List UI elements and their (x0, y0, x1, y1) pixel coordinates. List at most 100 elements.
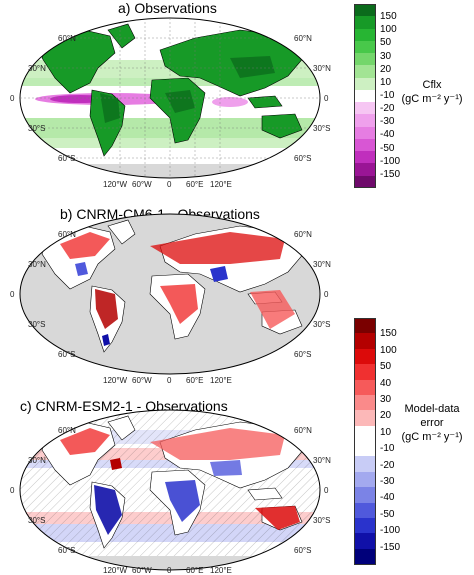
lon-label-b-120e: 120°E (210, 376, 232, 385)
panel-a-title: a) Observations (118, 0, 217, 16)
colorbar-tick-label: 150 (380, 11, 397, 23)
colorbar-swatch (354, 441, 376, 457)
colorbar-tick-label: -10 (380, 443, 395, 455)
lat-label-b-0-l: 0 (10, 290, 15, 299)
lon-label-a-60w: 60°W (132, 180, 152, 189)
colorbar-tick-label: 30 (380, 50, 392, 62)
colorbar-swatch (354, 348, 376, 365)
lon-label-a-120e: 120°E (210, 180, 232, 189)
colorbar-tick-label: 10 (380, 76, 392, 88)
lat-label-c-60n-r: 60°N (294, 426, 312, 435)
map-panel-c: 60°N 30°N 0 30°S 60°S 60°N 30°N 0 30°S 6… (10, 409, 331, 575)
colorbar-swatch (354, 379, 376, 396)
colorbar-swatch (354, 28, 376, 42)
colorbar-observations-title-line2: (gC m⁻² y⁻¹) (401, 93, 463, 105)
lat-label-a-60s: 60°S (58, 154, 75, 163)
lon-label-c-60e: 60°E (186, 566, 203, 575)
colorbar-tick-label: -50 (380, 508, 395, 520)
lat-label-a-30s-r: 30°S (313, 124, 330, 133)
lat-label-a-60s-r: 60°S (294, 154, 311, 163)
colorbar-tick-label: -150 (380, 168, 401, 180)
colorbar-swatch (354, 102, 376, 115)
lon-label-a-120w: 120°W (103, 180, 128, 189)
colorbar-swatch (354, 53, 376, 66)
colorbar-tick-label: 10 (380, 426, 392, 438)
map-panel-b: 60°N 30°N 0 30°S 60°S 60°N 30°N 0 30°S 6… (10, 213, 331, 385)
colorbar-tick-label: 30 (380, 394, 392, 405)
lat-label-c-30s: 30°S (28, 516, 45, 525)
lat-label-b-30n-l: 30°N (28, 260, 46, 269)
colorbar-tick-label: -150 (380, 541, 401, 553)
colorbar-swatch (354, 456, 376, 473)
lat-label-b-30s-l: 30°S (28, 320, 45, 329)
map-panel-a: 60°N 30°N 0 30°S 60°S 60°N 30°N 0 30°S 6… (10, 17, 331, 189)
colorbar-swatch (354, 163, 376, 177)
lon-label-b-0: 0 (167, 376, 172, 385)
colorbar-tick-label: -30 (380, 116, 395, 128)
colorbar-observations-title-line1: Cflx (422, 79, 442, 91)
lat-label-c-0: 0 (10, 486, 15, 495)
colorbar-tick-label: -30 (380, 476, 395, 487)
lon-label-c-60w: 60°W (132, 566, 152, 575)
colorbar-swatch (354, 4, 376, 17)
lat-label-b-60n-l: 60°N (58, 230, 76, 239)
colorbar-tick-label: 100 (380, 344, 397, 356)
lat-label-a-30n-r: 30°N (313, 64, 331, 73)
colorbar-model-data-error: 150 100 50 40 30 20 10 -10 -20 -30 -40 -50 -100 -150 (354, 318, 444, 565)
colorbar-tick-label: -100 (380, 155, 401, 167)
colorbar-error-title-line3: (gC m⁻² y⁻¹) (401, 431, 463, 443)
lat-label-a-60n: 60°N (58, 34, 76, 43)
colorbar-swatch (354, 487, 376, 503)
colorbar-tick-label: 150 (380, 328, 397, 340)
colorbar-swatch (354, 40, 376, 54)
colorbar-swatch (354, 16, 376, 30)
lon-label-c-120e: 120°E (210, 566, 232, 575)
colorbar-swatch (354, 333, 376, 350)
colorbar-tick-label: 40 (380, 377, 392, 389)
lat-label-c-60s-r: 60°S (294, 546, 311, 555)
lat-label-b-0: 0 (324, 290, 329, 299)
colorbar-tick-label: 100 (380, 24, 397, 36)
colorbar-tick-label: -20 (380, 459, 395, 471)
lat-label-b-60s-l: 60°S (58, 350, 75, 359)
colorbar-swatch (354, 425, 376, 442)
colorbar-tick-label: -20 (380, 103, 395, 115)
colorbar-tick-label: 50 (380, 361, 392, 373)
lat-label-a-0-r: 0 (324, 94, 329, 103)
lat-label-b-60s: 60°S (294, 350, 311, 359)
lat-label-c-0-r: 0 (324, 486, 329, 495)
lat-label-c-30n: 30°N (28, 456, 46, 465)
colorbar-observations: 150 100 50 30 20 10 -10 -20 -30 -40 -50 -100 -150 (354, 4, 444, 189)
colorbar-swatch (354, 65, 376, 79)
lat-label-c-60s: 60°S (58, 546, 75, 555)
colorbar-swatch (354, 89, 376, 103)
colorbar-swatch (354, 471, 376, 488)
colorbar-tick-label: 50 (380, 37, 392, 49)
colorbar-swatch (354, 114, 376, 128)
colorbar-tick-label: -50 (380, 142, 395, 154)
colorbar-swatch (354, 502, 376, 519)
lat-label-b-60n: 60°N (294, 230, 312, 239)
lon-label-a-60e: 60°E (186, 180, 203, 189)
colorbar-observations-title: Cflx (gC m⁻² y⁻¹) (392, 78, 472, 106)
lon-label-c-0: 0 (167, 566, 172, 575)
colorbar-swatch (354, 517, 376, 534)
colorbar-tick-label: 20 (380, 63, 392, 75)
lat-label-c-30s-r: 30°S (313, 516, 330, 525)
colorbar-swatch (354, 151, 376, 164)
colorbar-swatch (354, 410, 376, 427)
colorbar-swatch (354, 318, 376, 334)
colorbar-swatch (354, 126, 376, 140)
colorbar-tick-label: -100 (380, 525, 401, 537)
colorbar-error-title-line1: Model-data (404, 403, 460, 415)
lon-label-b-60e: 60°E (186, 376, 203, 385)
colorbar-swatch (354, 394, 376, 411)
lat-label-b-30s: 30°S (313, 320, 330, 329)
lat-label-a-30n: 30°N (28, 64, 46, 73)
lat-label-a-0: 0 (10, 94, 15, 103)
lat-label-a-60n-r: 60°N (294, 34, 312, 43)
lat-label-a-30s: 30°S (28, 124, 45, 133)
colorbar-error-title-line2: error (420, 417, 444, 429)
lon-label-c-120w: 120°W (103, 566, 128, 575)
